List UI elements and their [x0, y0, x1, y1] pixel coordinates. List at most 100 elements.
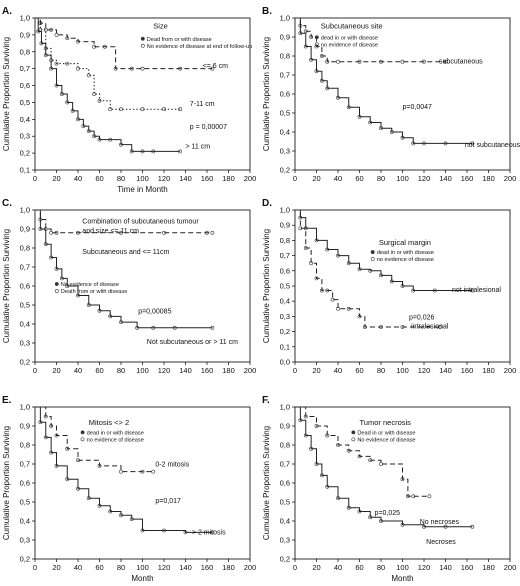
panel-4-series-1-point: [314, 276, 319, 281]
panel-5-series-2-point: [76, 486, 80, 491]
panel-4-series-1-point: [346, 306, 351, 311]
panel-2-legend-marker-2: [314, 42, 319, 47]
panel-6-series-1-point: [427, 494, 432, 499]
panel-6-series-2-point: [314, 462, 319, 466]
panel-1-series-1-point: [54, 32, 59, 37]
panel-4-xtick-label: 60: [355, 366, 363, 375]
panel-1-series-3-point: [49, 66, 54, 71]
panel-1-series-1-point: [65, 36, 70, 41]
panel-2-xtick-label: 200: [504, 174, 517, 183]
panel-1-series-2-point: [92, 92, 97, 96]
panel-4-series-1-point: [336, 306, 340, 311]
panel-5-xtick-label: 80: [117, 563, 125, 572]
panel-1-series-3-point: [86, 129, 91, 134]
panel-5-xtick-label: 20: [52, 563, 60, 572]
panel-3-series-1-point: [162, 230, 166, 235]
panel-2-series-2-point: [325, 86, 330, 91]
panel-4-legend-marker-2: [370, 257, 375, 261]
panel-5-ytick-label: 0,5: [20, 498, 30, 507]
panel-4-series-2-point: [389, 279, 394, 284]
panel-1-series-1-point: [92, 44, 97, 49]
panel-2-series-2-point: [298, 31, 303, 36]
panel-5-legend-title: Mitosis <> 2: [89, 418, 129, 427]
panel-3-series-1-point: [54, 230, 59, 235]
panel-4-series-2-point: [303, 226, 308, 231]
panel-2-series-1-point: [325, 59, 330, 64]
panel-5-ytick-label: 1,0: [20, 403, 30, 412]
panel-6-series-1-point: [357, 454, 362, 459]
panel-3-xtick-label: 80: [117, 366, 125, 375]
panel-1-annotation-4: > 11 cm: [186, 144, 211, 151]
panel-4-xtick-label: 180: [482, 366, 495, 375]
panel-5-xtick-label: 0: [33, 563, 37, 572]
panel-5-series-1-point: [76, 458, 80, 463]
panel-1-annotation-2: 7-11 cm: [190, 101, 215, 108]
panel-1-xtick-label: 180: [222, 174, 235, 183]
panel-2-xtick-label: 60: [355, 174, 363, 183]
panel-5-xtick-label: 200: [244, 563, 257, 572]
panel-6-ytick-label: 1,0: [280, 403, 290, 412]
panel-2-xtick-label: 160: [461, 174, 474, 183]
panel-4-legend-title: Surgical margin: [379, 238, 431, 247]
panel-6-series-1-point: [314, 424, 319, 428]
panel-1-series-2-point: [86, 73, 91, 78]
panel-4-xtick-label: 100: [396, 366, 409, 375]
panel-3-legend-marker-2: [54, 289, 59, 293]
panel-3-ytick-label: 0,3: [20, 339, 30, 348]
panel-1-series-3-line: [35, 17, 181, 152]
panel-6-xlabel: Month: [391, 574, 413, 581]
panel-4-series-2-point: [325, 247, 330, 252]
panel-6-series-2-point: [298, 418, 303, 423]
panel-1-ytick-label: 0,7: [20, 64, 30, 73]
panel-6-xtick-label: 0: [293, 563, 297, 572]
panel-3-series-2-point: [54, 266, 59, 271]
panel-1-xtick-label: 120: [158, 174, 171, 183]
panel-3-series-1-point: [49, 230, 54, 235]
panel-1-series-1-point: [129, 66, 134, 71]
panel-5-ytick-label: 0,6: [20, 479, 30, 488]
panel-2-legend-entry-1: dead in or with disease: [321, 35, 378, 41]
panel-1-series-2-point: [178, 107, 183, 112]
panel-1-ytick-label: 0,9: [20, 30, 30, 39]
panel-5-xtick-label: 180: [222, 563, 235, 572]
panel-4-xtick-label: 160: [461, 366, 474, 375]
panel-4-series-2-point: [379, 273, 383, 278]
panel-2-series-2-point: [336, 95, 340, 100]
panel-4-series-1-point: [303, 246, 308, 250]
panel-5-ytick-label: 0,7: [20, 460, 30, 469]
panel-5-series-2-point: [108, 509, 113, 514]
panel-5-annotation-2: p=0,017: [155, 498, 181, 505]
panel-4-ytick-label: 0,3: [280, 312, 290, 321]
panel-5-ytick-label: 0,9: [20, 422, 30, 431]
panel-2-xtick-label: 120: [418, 174, 431, 183]
panel-5-annotation-1: 0-2 mitosis: [155, 461, 189, 468]
panel-6-series-1-point: [368, 458, 373, 463]
panel-2-series-1-point: [314, 44, 319, 49]
panel-4-series-1-point: [357, 314, 362, 319]
panel-1-series-2-point: [119, 107, 123, 112]
panel-1-ytick-label: 1,0: [20, 14, 30, 23]
panel-1-series-2-point: [76, 66, 80, 71]
panel-2-legend-marker-1: [314, 35, 319, 40]
panel-4-annotation-3: intralesional: [411, 324, 449, 331]
panel-1-xtick-label: 200: [244, 174, 257, 183]
panel-2-xtick-label: 20: [312, 174, 320, 183]
panel-2-series-2-point: [379, 126, 383, 131]
panel-5-label: E.: [2, 395, 12, 406]
panel-5-series-1-point: [151, 469, 156, 474]
panel-5-series-2-point: [183, 530, 188, 535]
panel-6-series-1-point: [303, 414, 308, 419]
panel-6-ytick-label: 0,3: [280, 536, 290, 545]
panel-2-annotation-2: p=0,0047: [403, 104, 432, 111]
panel-2-series-1-point: [400, 59, 405, 64]
panel-6-legend-marker-1: [351, 430, 356, 435]
panel-2-xtick-label: 40: [334, 174, 342, 183]
panel-2-ytick-label: 0,8: [280, 52, 290, 61]
panel-1-xtick-label: 100: [136, 174, 149, 183]
panel-3-annotation-1: Combination of subcutaneous tumour: [82, 219, 199, 226]
panel-5-series-2-point: [162, 528, 166, 533]
panel-3-xtick-label: 140: [179, 366, 192, 375]
panel-3-ytick-label: 0,4: [20, 320, 30, 329]
panel-6-ytick-label: 0,8: [280, 441, 290, 450]
